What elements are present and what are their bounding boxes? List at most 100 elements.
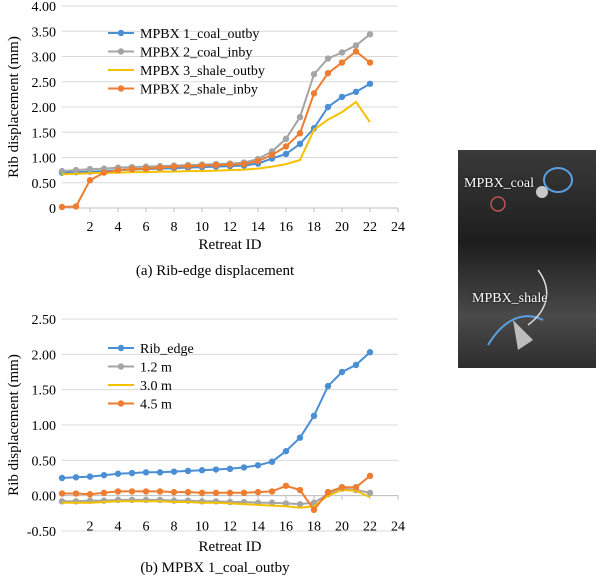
chart-b-series-3-point	[128, 488, 136, 495]
chart-a-series-3-point	[240, 160, 248, 168]
chart-b-y-axis-label: Rib displacement (mm)	[6, 354, 22, 496]
chart-b-xtick-label: 22	[363, 520, 377, 535]
chart-b-series-3-point	[240, 489, 248, 497]
chart-a-series-3-point	[296, 130, 304, 137]
chart-a-series-1-point	[352, 42, 360, 49]
chart-b-ytick-label: 1.50	[32, 384, 57, 399]
chart-a-series-0-point	[324, 103, 332, 111]
chart-a-legend-marker-3	[117, 85, 125, 92]
chart-a-x-axis-label: Retreat ID	[199, 237, 262, 253]
photo-label-shale: MPBX_shale	[472, 291, 548, 306]
photo-label-coal: MPBX_coal	[464, 176, 534, 191]
chart-b-series-0-point	[114, 470, 122, 477]
chart-b-series-0-point	[352, 361, 360, 369]
chart-b-series-3-point	[324, 488, 332, 496]
chart-b-legend-marker-0	[117, 344, 125, 352]
chart-b-legend-label-1: 1.2 m	[140, 361, 172, 376]
photo-coal-mark	[490, 196, 506, 212]
chart-b-series-0-point	[142, 469, 150, 476]
chart-b-ytick-label: 2.50	[32, 313, 57, 328]
chart-a-xtick-label: 10	[195, 220, 209, 235]
chart-a-series-2-line	[61, 100, 371, 176]
chart-a-series-3-point	[282, 143, 290, 150]
chart-b-legend-label-0: Rib_edge	[140, 342, 194, 357]
chart-a-series-1-point	[310, 70, 318, 78]
chart-b-series-1-point	[296, 500, 304, 508]
chart-b-series-0-point	[72, 474, 80, 481]
chart-b-series-3-point	[170, 488, 178, 496]
chart-b-series-3-point	[142, 488, 150, 495]
chart-a-series-1-point	[338, 49, 346, 56]
chart-a-series-0-point	[282, 150, 290, 158]
photo-coal-head	[536, 186, 548, 198]
chart-a-legend-label-0: MPBX 1_coal_outby	[140, 27, 259, 42]
chart-a-y-axis-label: Rib displacement (mm)	[6, 36, 22, 178]
chart-b-series-3-point	[114, 488, 122, 495]
chart-a-ytick-label: 2.50	[32, 76, 57, 91]
chart-b-series-3-point	[254, 488, 262, 496]
chart-b-series-3-point	[58, 490, 66, 497]
photo-rock-lower	[458, 240, 596, 368]
chart-a-series-1-point	[58, 167, 66, 175]
chart-b-legend-marker-3	[117, 400, 125, 407]
chart-b-ytick-label: 0.00	[32, 490, 57, 505]
chart-a-series-3-point	[156, 164, 164, 171]
chart-a-xtick-label: 12	[223, 220, 237, 235]
chart-b-series-0-point	[184, 467, 192, 475]
chart-a-ytick-label: 3.00	[32, 51, 57, 66]
chart-a-series-3-point	[366, 59, 374, 66]
chart-b-xtick-label: 8	[171, 520, 178, 535]
chart-b-xtick-label: 18	[307, 520, 321, 535]
chart-b-series-0-point	[296, 434, 304, 441]
chart-b-series-0-point	[310, 412, 318, 420]
chart-a-series-3-point	[352, 48, 360, 55]
chart-b-series-3-point	[296, 486, 304, 494]
chart-b-legend-label-2: 3.0 m	[140, 379, 172, 394]
chart-b-series-3-point	[282, 482, 290, 489]
chart-a-series-3-point	[170, 163, 178, 170]
chart-b-xtick-label: 24	[391, 520, 405, 535]
photo-details	[487, 167, 573, 350]
chart-a-series-3-point	[268, 151, 276, 159]
chart-b-series-0-point	[338, 368, 346, 376]
chart-b-ytick-label: 0.50	[32, 454, 57, 469]
chart-a-series-3-point	[338, 59, 346, 66]
chart-a-legend-marker-0	[117, 29, 125, 37]
chart-b-xtick-label: 12	[223, 520, 237, 535]
chart-b-series-0-point	[86, 473, 94, 480]
chart-a-series-3-point	[86, 177, 94, 184]
chart-a-legend-label-1: MPBX 2_coal_inby	[140, 46, 252, 61]
chart-a-caption: (a) Rib-edge displacement	[136, 263, 295, 279]
chart-a-series-3-point	[114, 166, 122, 174]
chart-a-series-3-point	[324, 69, 332, 77]
chart-a-ytick-label: 4.00	[32, 0, 57, 15]
chart-a-series-3-point	[72, 203, 80, 210]
chart-a-legend-label-2: MPBX 3_shale_outby	[140, 64, 265, 79]
chart-b-series-3-point	[338, 483, 346, 491]
mpbx-installation-photo: MPBX_coal MPBX_shale	[458, 150, 596, 368]
chart-a-series-3-point	[254, 157, 262, 165]
chart-b-series-3-point	[198, 489, 206, 497]
chart-b-series-0-point	[100, 471, 108, 479]
chart-a-legend-marker-1	[117, 48, 125, 55]
chart-b-series-3-point	[212, 489, 220, 497]
chart-b-caption: (b) MPBX 1_coal_outby	[140, 560, 290, 576]
chart-b-xtick-label: 2	[87, 520, 94, 535]
chart-a: 00.501.001.502.002.503.003.504.002 4 6 8 10 1…	[6, 0, 405, 253]
chart-a-series-1-point	[86, 165, 94, 173]
chart-b-xtick-label: 6	[143, 520, 150, 535]
chart-a-xtick-label: 4	[115, 220, 122, 235]
chart-b-series-0-point	[198, 467, 206, 474]
chart-a-xtick-label: 22	[363, 220, 377, 235]
chart-b-series-0-point	[324, 382, 332, 390]
photo-coal-cable	[543, 167, 573, 193]
chart-b-series-1-point	[268, 499, 276, 506]
chart-a-xtick-label: 8	[171, 220, 178, 235]
chart-b-series-0-point	[366, 349, 374, 356]
chart-a-ytick-label: 2.00	[32, 101, 57, 116]
chart-a-series-1-point	[324, 55, 332, 62]
chart-b-series-0-point	[170, 468, 178, 475]
chart-b-series-1-point	[366, 489, 374, 497]
chart-a-series-3-point	[212, 161, 220, 169]
